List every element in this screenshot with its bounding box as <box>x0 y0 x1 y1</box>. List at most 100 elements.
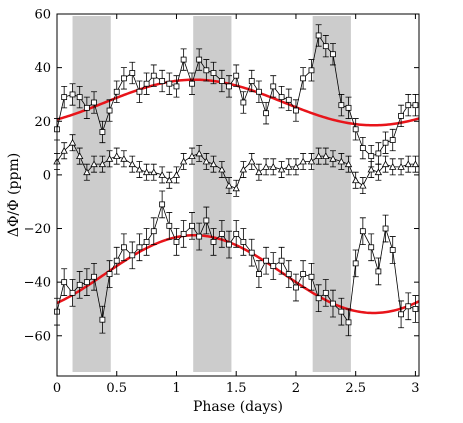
data-point <box>256 271 262 278</box>
data-point <box>368 244 375 251</box>
data-point <box>263 257 269 264</box>
data-point <box>338 308 345 315</box>
data-point <box>143 239 150 245</box>
shaded-band-1 <box>72 16 111 372</box>
data-point <box>120 154 128 162</box>
data-point <box>91 99 97 106</box>
data-point <box>173 83 180 90</box>
data-point <box>76 94 83 101</box>
data-point <box>188 152 196 160</box>
data-point <box>239 165 248 173</box>
data-point <box>233 230 240 237</box>
data-point <box>210 239 217 245</box>
y-tick-label: 0 <box>43 168 51 183</box>
data-point <box>202 157 211 165</box>
data-point <box>278 94 285 101</box>
data-point <box>83 168 91 176</box>
y-axis-ticks: −60 −40 −20 0 20 40 60 <box>24 8 419 344</box>
data-point <box>113 88 120 95</box>
data-point <box>262 163 270 170</box>
data-point <box>172 171 181 178</box>
data-point <box>232 184 240 192</box>
data-point <box>210 70 217 76</box>
data-point <box>203 67 210 74</box>
data-point <box>359 181 367 189</box>
data-point <box>76 281 83 288</box>
data-point <box>398 112 404 119</box>
data-point <box>98 160 107 168</box>
data-point <box>99 129 106 135</box>
x-tick-label: 3 <box>411 381 419 396</box>
data-point <box>389 163 397 170</box>
data-point <box>359 145 366 151</box>
data-point <box>142 168 151 176</box>
data-point <box>285 163 293 170</box>
data-point <box>121 244 127 251</box>
data-point <box>411 160 420 168</box>
series-1 <box>54 24 419 168</box>
data-point <box>352 260 359 267</box>
data-point <box>68 138 77 146</box>
data-point <box>159 78 166 84</box>
data-point <box>69 289 76 296</box>
data-point <box>299 157 307 165</box>
data-point <box>352 176 360 184</box>
data-point <box>368 153 375 160</box>
data-point <box>218 165 226 173</box>
data-point <box>375 268 382 275</box>
data-point <box>83 279 90 286</box>
data-point <box>367 165 375 173</box>
data-point <box>375 150 382 157</box>
data-point <box>128 160 136 168</box>
data-point <box>382 139 389 146</box>
series-1-line <box>56 34 416 157</box>
x-axis-label: Phase (days) <box>193 399 283 415</box>
data-point <box>293 284 299 291</box>
data-point <box>195 149 203 157</box>
data-point <box>189 80 195 87</box>
data-point <box>150 228 157 235</box>
data-point <box>300 271 307 278</box>
data-point <box>173 239 180 245</box>
series-2 <box>53 134 420 197</box>
data-point <box>240 99 247 106</box>
data-point <box>203 217 210 224</box>
data-point <box>83 104 90 111</box>
data-point <box>270 263 277 269</box>
plot-frame <box>56 13 420 377</box>
data-point <box>218 78 225 84</box>
data-point <box>389 137 396 143</box>
data-point <box>61 94 68 101</box>
data-point <box>165 176 173 184</box>
data-point <box>269 163 277 170</box>
data-point <box>315 32 322 39</box>
data-point <box>159 201 166 208</box>
y-tick-label: −40 <box>24 276 51 291</box>
data-point <box>60 146 68 154</box>
data-point <box>255 168 263 176</box>
data-point <box>278 257 285 264</box>
data-point <box>337 157 346 165</box>
data-point <box>129 70 136 76</box>
data-point <box>150 72 157 79</box>
data-point <box>121 75 127 82</box>
data-point <box>106 271 113 278</box>
x-tick-label: 1.5 <box>226 381 247 396</box>
data-point <box>412 102 419 109</box>
data-point <box>233 72 240 79</box>
y-tick-label: −60 <box>24 329 51 344</box>
data-point <box>344 160 353 168</box>
data-point <box>352 126 359 133</box>
data-point <box>398 311 404 318</box>
data-point <box>225 181 233 189</box>
data-point <box>293 107 299 114</box>
data-point <box>150 168 158 176</box>
data-point <box>405 102 412 109</box>
data-point <box>226 83 232 90</box>
data-point <box>330 51 336 58</box>
x-tick-label: 2 <box>292 381 300 396</box>
data-point <box>374 168 383 176</box>
data-point <box>285 96 292 103</box>
data-point <box>292 163 300 170</box>
